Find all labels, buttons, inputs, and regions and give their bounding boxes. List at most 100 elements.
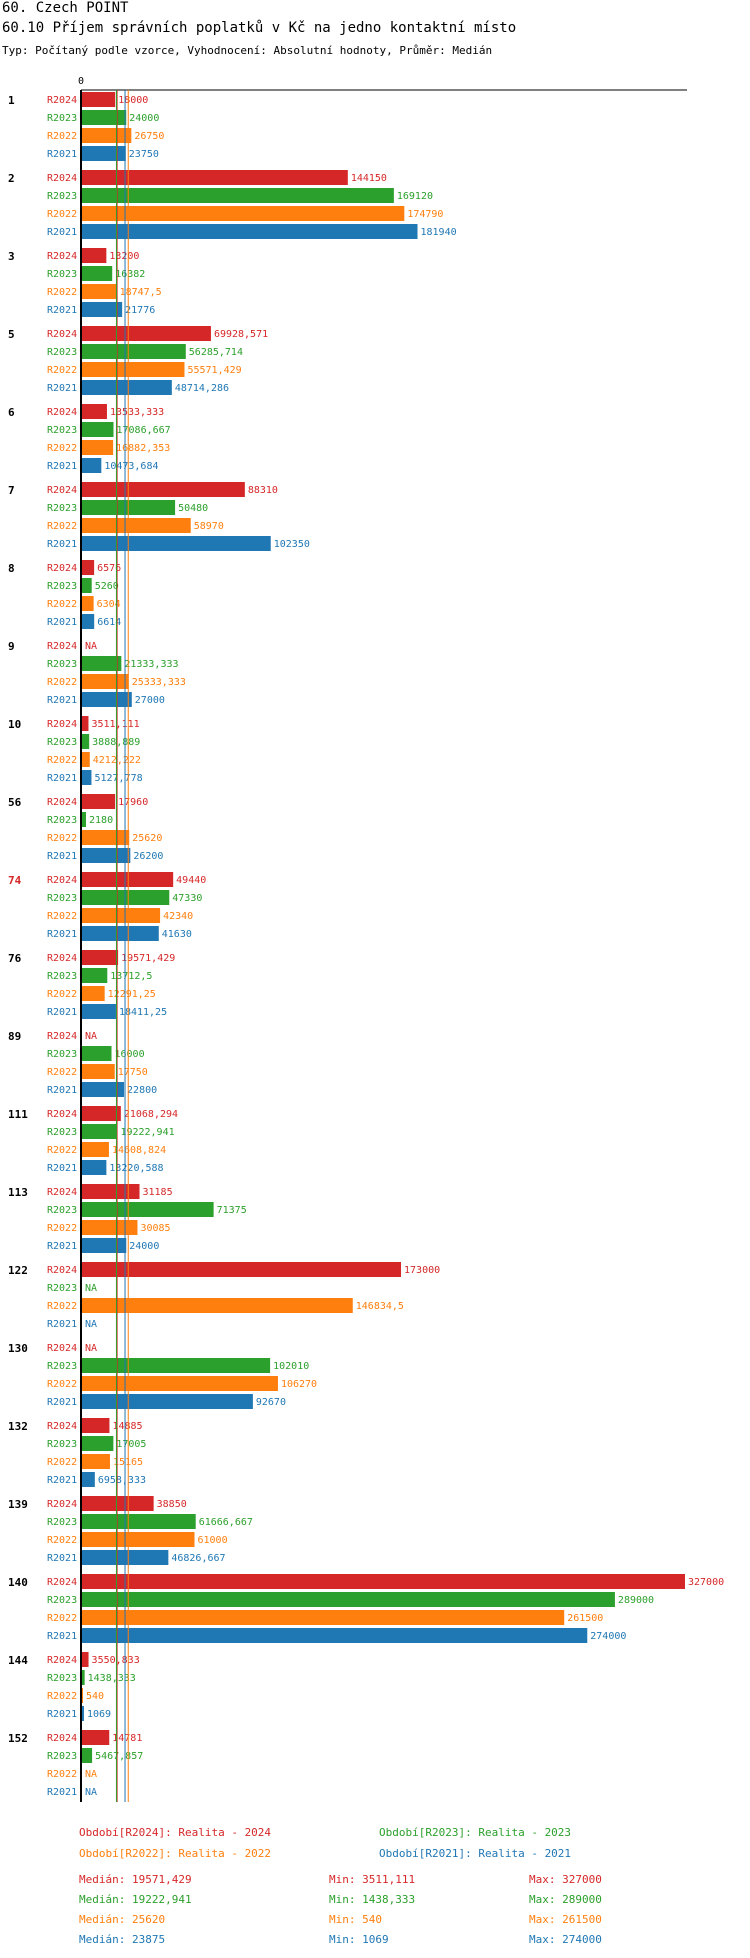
bar [82, 1394, 253, 1409]
bar [82, 1046, 112, 1061]
bar [82, 1418, 110, 1433]
bar [82, 1220, 138, 1235]
period-label: R2022 [47, 599, 77, 610]
value-label: 69928,571 [214, 329, 268, 340]
bar [82, 1628, 588, 1643]
bar [82, 1184, 140, 1199]
period-label: R2023 [47, 347, 77, 358]
period-label: R2021 [47, 539, 77, 550]
period-label: R2021 [47, 1085, 77, 1096]
value-label: 58970 [194, 521, 224, 532]
stat-min: Min: 1069 [329, 1933, 389, 1946]
bar [82, 1202, 214, 1217]
period-label: R2024 [47, 1031, 77, 1042]
bar [82, 794, 116, 809]
group-label: 139 [8, 1498, 28, 1511]
group-label: 111 [8, 1108, 28, 1121]
stat-max: Max: 327000 [529, 1873, 602, 1886]
value-label: 61000 [197, 1535, 227, 1546]
value-label: 21068,294 [124, 1109, 178, 1120]
value-label: 6958,333 [98, 1475, 146, 1486]
period-label: R2022 [47, 1067, 77, 1078]
bar [82, 440, 114, 455]
bar [82, 968, 108, 983]
period-label: R2024 [47, 1109, 77, 1120]
period-label: R2022 [47, 1301, 77, 1312]
value-label: 181940 [421, 227, 457, 238]
value-label: 261500 [567, 1613, 603, 1624]
stat-median: Medián: 25620 [79, 1913, 166, 1926]
bar [82, 482, 245, 497]
bar [82, 1064, 115, 1079]
period-label: R2023 [47, 503, 77, 514]
bar [82, 1652, 89, 1667]
bar [82, 890, 170, 905]
value-label: 3511,111 [91, 719, 139, 730]
period-label: R2023 [47, 1049, 77, 1060]
group-label: 2 [8, 172, 15, 185]
period-label: R2022 [47, 1769, 77, 1780]
legend-entry: Období[R2023]: Realita - 2023 [379, 1826, 572, 1839]
group-label: 140 [8, 1576, 28, 1589]
period-label: R2023 [47, 1361, 77, 1372]
period-label: R2023 [47, 191, 77, 202]
group-label: 3 [8, 250, 15, 263]
value-label: 41630 [162, 929, 192, 940]
bar [82, 872, 174, 887]
chart-subtitle: 60.10 Příjem správních poplatků v Kč na … [2, 20, 517, 36]
value-label: NA [85, 1283, 97, 1294]
value-label: 5467,857 [95, 1751, 143, 1762]
period-label: R2024 [47, 953, 77, 964]
value-label: 17086,667 [117, 425, 171, 436]
value-label: 6304 [97, 599, 121, 610]
value-label: 31185 [143, 1187, 173, 1198]
bar [82, 1670, 85, 1685]
period-label: R2024 [47, 1187, 77, 1198]
bar [82, 578, 92, 593]
bar [82, 734, 90, 749]
period-label: R2021 [47, 617, 77, 628]
period-label: R2021 [47, 383, 77, 394]
bar [82, 206, 405, 221]
bar [82, 1472, 95, 1487]
bar [82, 908, 161, 923]
value-label: 27000 [135, 695, 165, 706]
value-label: 14608,824 [112, 1145, 166, 1156]
x-axis-zero-label: 0 [78, 76, 84, 87]
period-label: R2024 [47, 875, 77, 886]
period-label: R2024 [47, 485, 77, 496]
period-label: R2023 [47, 1439, 77, 1450]
value-label: 6576 [97, 563, 121, 574]
bar [82, 1592, 615, 1607]
bar [82, 596, 94, 611]
value-label: 17960 [118, 797, 148, 808]
group-label: 113 [8, 1186, 28, 1199]
chart-info: Typ: Počítaný podle vzorce, Vyhodnocení:… [2, 44, 493, 57]
value-label: 1069 [87, 1709, 111, 1720]
value-label: 146834,5 [356, 1301, 404, 1312]
bar [82, 1454, 110, 1469]
period-label: R2024 [47, 797, 77, 808]
bar [82, 1514, 196, 1529]
value-label: 16882,353 [116, 443, 170, 454]
value-label: 55571,429 [187, 365, 241, 376]
bar [82, 224, 418, 239]
bar [82, 1262, 402, 1277]
period-label: R2024 [47, 329, 77, 340]
period-label: R2023 [47, 581, 77, 592]
value-label: 102010 [273, 1361, 309, 1372]
stat-max: Max: 289000 [529, 1893, 602, 1906]
period-label: R2023 [47, 425, 77, 436]
value-label: 327000 [688, 1577, 724, 1588]
bar [82, 344, 186, 359]
bar [82, 266, 113, 281]
group-label: 10 [8, 718, 21, 731]
group-label: 8 [8, 562, 15, 575]
page-title: 60. Czech POINT [2, 0, 129, 16]
period-label: R2022 [47, 365, 77, 376]
bar [82, 812, 87, 827]
stat-max: Max: 261500 [529, 1913, 602, 1926]
value-label: 61666,667 [199, 1517, 253, 1528]
value-label: 18000 [118, 95, 148, 106]
